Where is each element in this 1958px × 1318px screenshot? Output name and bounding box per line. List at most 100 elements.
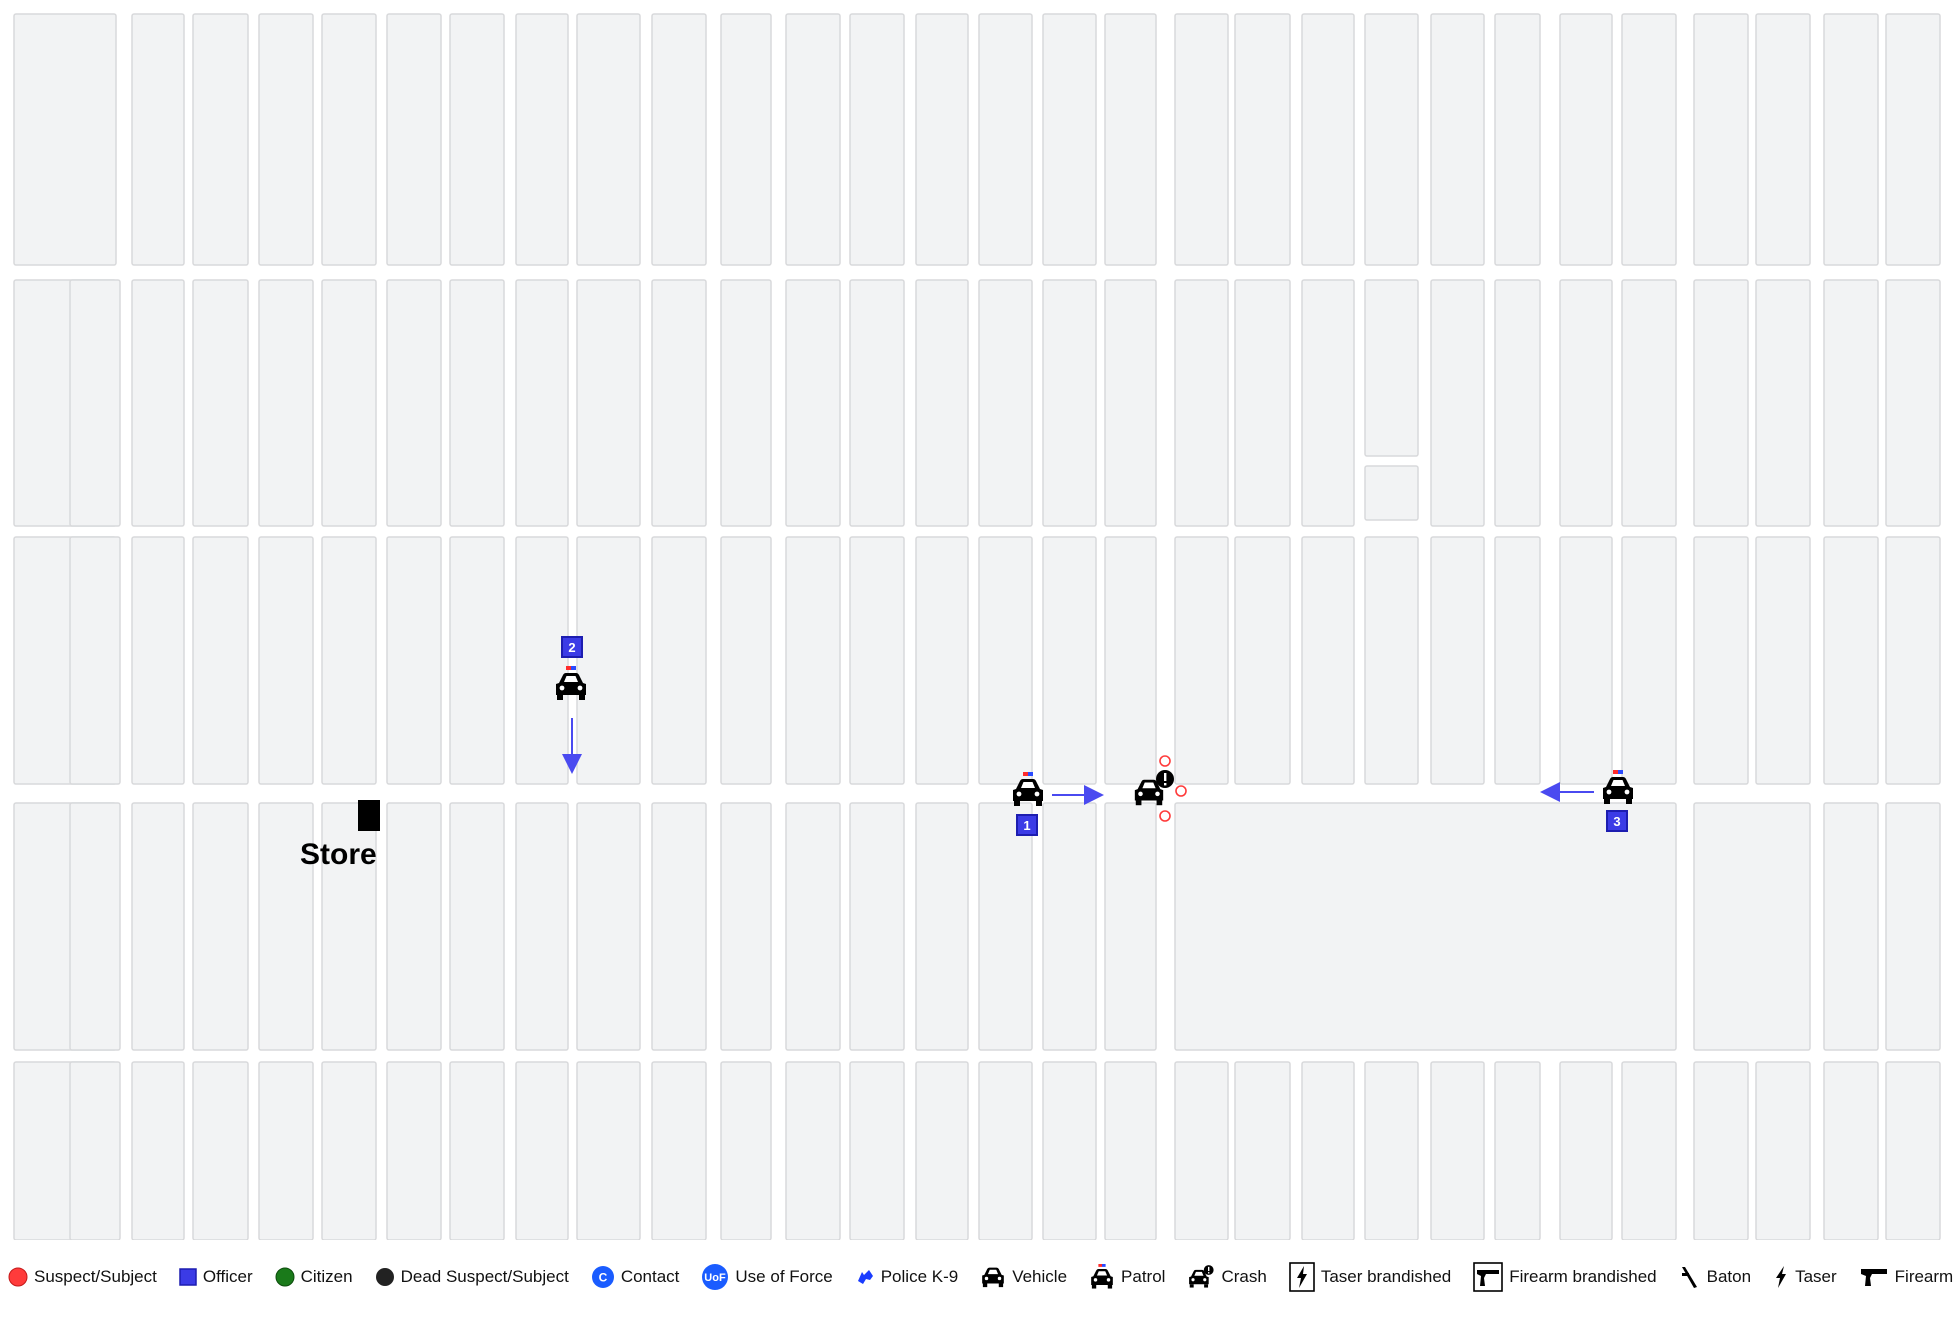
- suspect-marker[interactable]: [1159, 810, 1171, 822]
- city-block: [576, 279, 641, 527]
- city-block: [1430, 13, 1485, 266]
- officer-3-badge[interactable]: 3: [1606, 810, 1628, 832]
- crash-site[interactable]: [1134, 755, 1187, 822]
- city-block: [1430, 1061, 1485, 1240]
- city-block: [978, 279, 1033, 527]
- city-block: [1755, 279, 1811, 527]
- city-block: [915, 13, 969, 266]
- city-block: [849, 279, 905, 527]
- city-block: [1364, 13, 1419, 266]
- city-block: [978, 1061, 1033, 1240]
- store-marker[interactable]: [358, 800, 380, 831]
- city-block: [849, 13, 905, 266]
- city-block: [1234, 1061, 1291, 1240]
- city-block: [849, 1061, 905, 1240]
- city-block: [1755, 13, 1811, 266]
- incident-overlay: [358, 0, 1958, 831]
- city-block: [1559, 13, 1613, 266]
- city-block: [1755, 1061, 1811, 1240]
- city-block: [1823, 13, 1879, 266]
- officer-2-patrol[interactable]: [556, 666, 586, 774]
- city-block: [1693, 536, 1749, 785]
- suspect-marker[interactable]: [1159, 755, 1171, 767]
- officer-1-badge[interactable]: 1: [1016, 814, 1038, 836]
- city-block: [651, 13, 707, 266]
- city-block: [386, 1061, 442, 1240]
- city-block: [449, 13, 505, 266]
- city-block: [1104, 13, 1157, 266]
- city-block: [1042, 536, 1097, 785]
- patrol-icon: [1089, 1264, 1115, 1290]
- city-block: [651, 279, 707, 527]
- city-block: [1494, 279, 1541, 527]
- officer-3-patrol[interactable]: [1540, 770, 1633, 804]
- city-block: [978, 13, 1033, 266]
- city-block: [1042, 802, 1097, 1051]
- city-block: [449, 1061, 505, 1240]
- city-block: [69, 802, 121, 1051]
- legend-label: Police K-9: [880, 1267, 959, 1286]
- city-block: [785, 1061, 841, 1240]
- city-block: [386, 279, 442, 527]
- city-block: [1621, 1061, 1677, 1240]
- city-block: [1234, 13, 1291, 266]
- city-block: [192, 802, 249, 1051]
- taser-icon: [1773, 1265, 1789, 1289]
- firearm-icon: [1859, 1266, 1889, 1288]
- citizen-dot-icon: [275, 1267, 295, 1287]
- city-block: [386, 802, 442, 1051]
- city-block: [1885, 279, 1941, 527]
- officer-1-patrol[interactable]: [1013, 772, 1104, 806]
- city-block: [1104, 536, 1157, 785]
- city-block: [321, 279, 377, 527]
- city-block: [449, 279, 505, 527]
- city-block: [1823, 536, 1879, 785]
- contact-glyph: C: [598, 1271, 607, 1285]
- city-block: [258, 802, 314, 1051]
- city-block: [321, 1061, 377, 1240]
- city-block: [1885, 802, 1941, 1051]
- city-block: [69, 279, 121, 527]
- k9-icon: [855, 1267, 875, 1287]
- patrol-icon: [1603, 770, 1633, 804]
- dead-suspect-dot-icon: [375, 1267, 395, 1287]
- city-block: [1430, 279, 1485, 527]
- city-block: [720, 1061, 772, 1240]
- city-block: [785, 279, 841, 527]
- legend-item-taser: Taser: [1773, 1265, 1837, 1289]
- suspect-dot-icon: [8, 1267, 28, 1287]
- city-block: [192, 279, 249, 527]
- officer-2-badge[interactable]: 2: [561, 636, 583, 658]
- city-block: [1621, 536, 1677, 785]
- incident-map[interactable]: 2 1 3 Store: [0, 0, 1958, 1240]
- city-block: [321, 536, 377, 785]
- suspect-marker[interactable]: [1175, 785, 1187, 797]
- legend-item-k9: Police K-9: [855, 1267, 958, 1287]
- contact-icon: C: [591, 1265, 615, 1289]
- city-block: [13, 13, 117, 266]
- city-block: [449, 802, 505, 1051]
- taser-brandished-icon: [1289, 1262, 1315, 1292]
- city-block: [515, 13, 569, 266]
- vehicle-icon: [980, 1266, 1006, 1288]
- city-block: [1174, 1061, 1229, 1240]
- city-block: [1693, 1061, 1749, 1240]
- city-block: [1104, 802, 1157, 1051]
- city-block: [1234, 279, 1291, 527]
- city-block: [258, 279, 314, 527]
- city-block: [651, 536, 707, 785]
- city-block: [69, 1061, 121, 1240]
- city-block: [1301, 279, 1355, 527]
- city-block: [915, 802, 969, 1051]
- city-blocks: [13, 13, 1941, 1240]
- map-legend: Suspect/Subject Officer Citizen Dead Sus…: [0, 1252, 1958, 1302]
- legend-label: Firearm brandished: [1509, 1267, 1657, 1286]
- city-block: [576, 1061, 641, 1240]
- city-block: [720, 279, 772, 527]
- city-block: [651, 1061, 707, 1240]
- city-block: [192, 536, 249, 785]
- city-block: [1364, 536, 1419, 785]
- city-block: [515, 1061, 569, 1240]
- city-block: [192, 13, 249, 266]
- city-block: [785, 536, 841, 785]
